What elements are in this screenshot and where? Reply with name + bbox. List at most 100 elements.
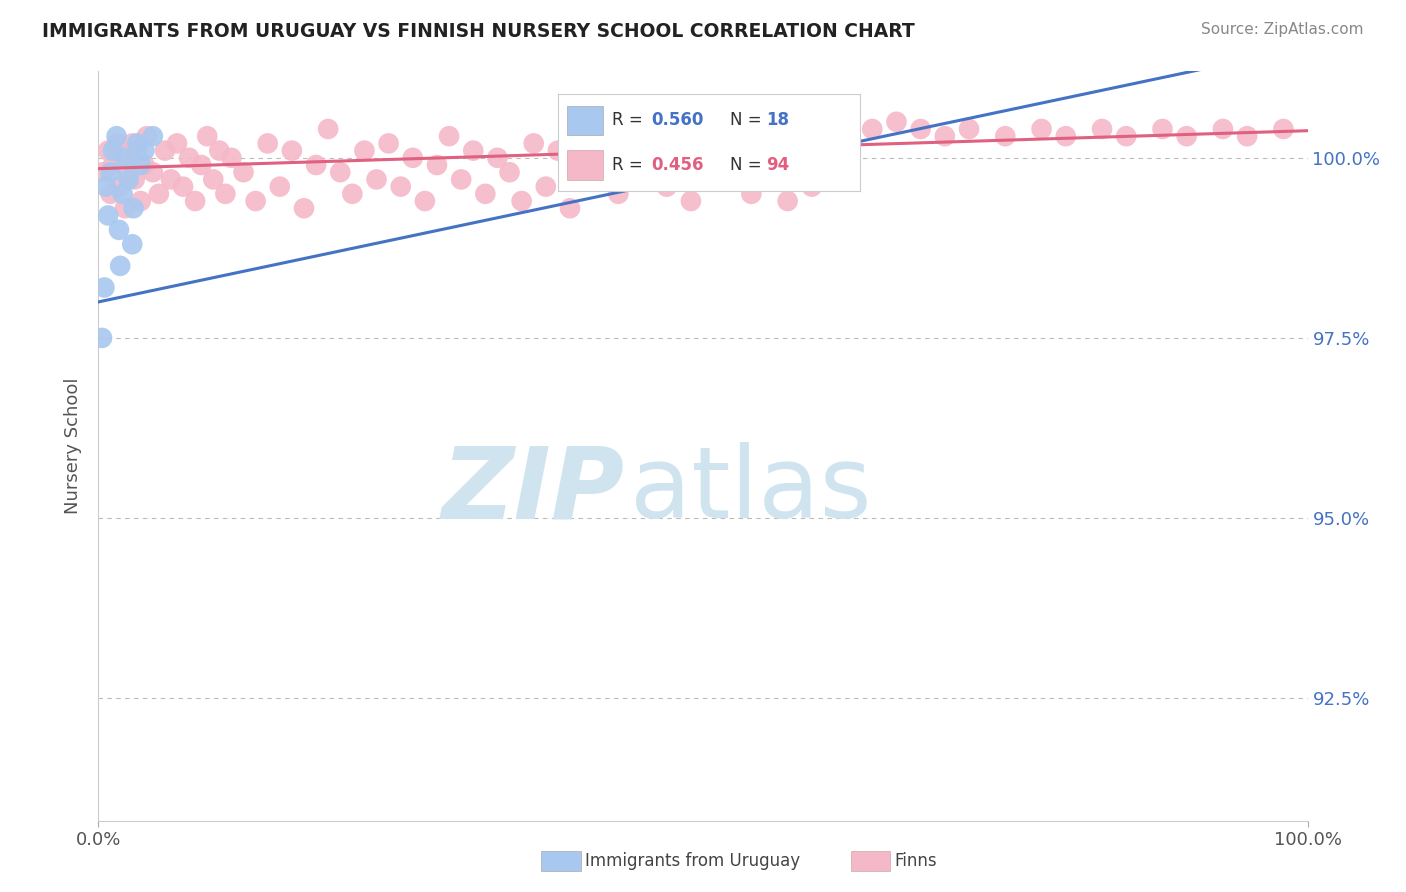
Point <box>160 172 183 186</box>
Point <box>402 151 425 165</box>
Point <box>474 186 496 201</box>
Point <box>377 136 399 151</box>
Point <box>129 194 152 208</box>
Point <box>184 194 207 208</box>
Point <box>108 259 131 273</box>
Point <box>134 144 156 158</box>
Point <box>595 165 617 179</box>
Point <box>292 201 315 215</box>
Point <box>179 151 201 165</box>
Point <box>1272 122 1295 136</box>
Point <box>486 151 509 165</box>
Point <box>704 129 727 144</box>
Point <box>366 172 388 186</box>
Point <box>127 144 149 158</box>
Point <box>97 144 120 158</box>
Point <box>1236 129 1258 144</box>
Point <box>190 158 212 172</box>
Point <box>1091 122 1114 136</box>
Point <box>134 158 156 172</box>
Point <box>837 129 859 144</box>
Point <box>910 122 932 136</box>
Point <box>111 151 134 165</box>
Point <box>105 136 128 151</box>
Point <box>316 122 339 136</box>
Point <box>957 122 980 136</box>
Point <box>813 144 835 158</box>
Point <box>118 165 141 179</box>
Point <box>463 144 485 158</box>
Point <box>1054 129 1077 144</box>
Point <box>498 165 520 179</box>
Text: Finns: Finns <box>894 852 936 870</box>
Point <box>655 179 678 194</box>
Point <box>437 129 460 144</box>
Point <box>426 158 449 172</box>
Point <box>93 280 115 294</box>
Point <box>256 136 278 151</box>
Point <box>1115 129 1137 144</box>
Point <box>135 129 157 144</box>
Point <box>129 158 152 172</box>
Point <box>100 165 122 179</box>
Point <box>114 201 136 215</box>
Point <box>91 165 114 179</box>
Point <box>728 144 751 158</box>
Point <box>692 158 714 172</box>
Point <box>1212 122 1234 136</box>
Point <box>172 179 194 194</box>
Point <box>631 172 654 186</box>
Point <box>776 194 799 208</box>
Point <box>94 179 117 194</box>
Point <box>571 158 593 172</box>
Point <box>740 186 762 201</box>
Y-axis label: Nursery School: Nursery School <box>65 377 83 515</box>
Point <box>124 172 146 186</box>
Point <box>108 223 131 237</box>
Point <box>121 136 143 151</box>
Point <box>221 151 243 165</box>
Point <box>121 237 143 252</box>
Point <box>800 179 823 194</box>
Text: IMMIGRANTS FROM URUGUAY VS FINNISH NURSERY SCHOOL CORRELATION CHART: IMMIGRANTS FROM URUGUAY VS FINNISH NURSE… <box>42 22 915 41</box>
Point <box>789 136 811 151</box>
Point <box>752 151 775 165</box>
Point <box>105 129 128 144</box>
Point <box>305 158 328 172</box>
Point <box>232 165 254 179</box>
Point <box>668 151 690 165</box>
Point <box>114 151 136 165</box>
Point <box>619 144 641 158</box>
Point <box>534 179 557 194</box>
Point <box>389 179 412 194</box>
Point <box>644 136 666 151</box>
Point <box>166 136 188 151</box>
Point <box>329 165 352 179</box>
Point <box>195 129 218 144</box>
Point <box>934 129 956 144</box>
Text: atlas: atlas <box>630 442 872 540</box>
Text: ZIP: ZIP <box>441 442 624 540</box>
Point <box>101 158 124 172</box>
Point <box>111 186 134 201</box>
Point <box>1175 129 1198 144</box>
Point <box>148 186 170 201</box>
Point <box>583 122 606 136</box>
Point <box>281 144 304 158</box>
Text: Source: ZipAtlas.com: Source: ZipAtlas.com <box>1201 22 1364 37</box>
Point <box>450 172 472 186</box>
Point <box>91 331 114 345</box>
Point <box>523 136 546 151</box>
Point <box>142 129 165 144</box>
Point <box>510 194 533 208</box>
Point <box>1031 122 1053 136</box>
Point <box>994 129 1017 144</box>
Point <box>716 172 738 186</box>
Point <box>101 144 124 158</box>
Point <box>127 136 149 151</box>
Point <box>122 201 145 215</box>
Point <box>1152 122 1174 136</box>
Point <box>153 144 176 158</box>
Point <box>413 194 436 208</box>
Point <box>607 186 630 201</box>
